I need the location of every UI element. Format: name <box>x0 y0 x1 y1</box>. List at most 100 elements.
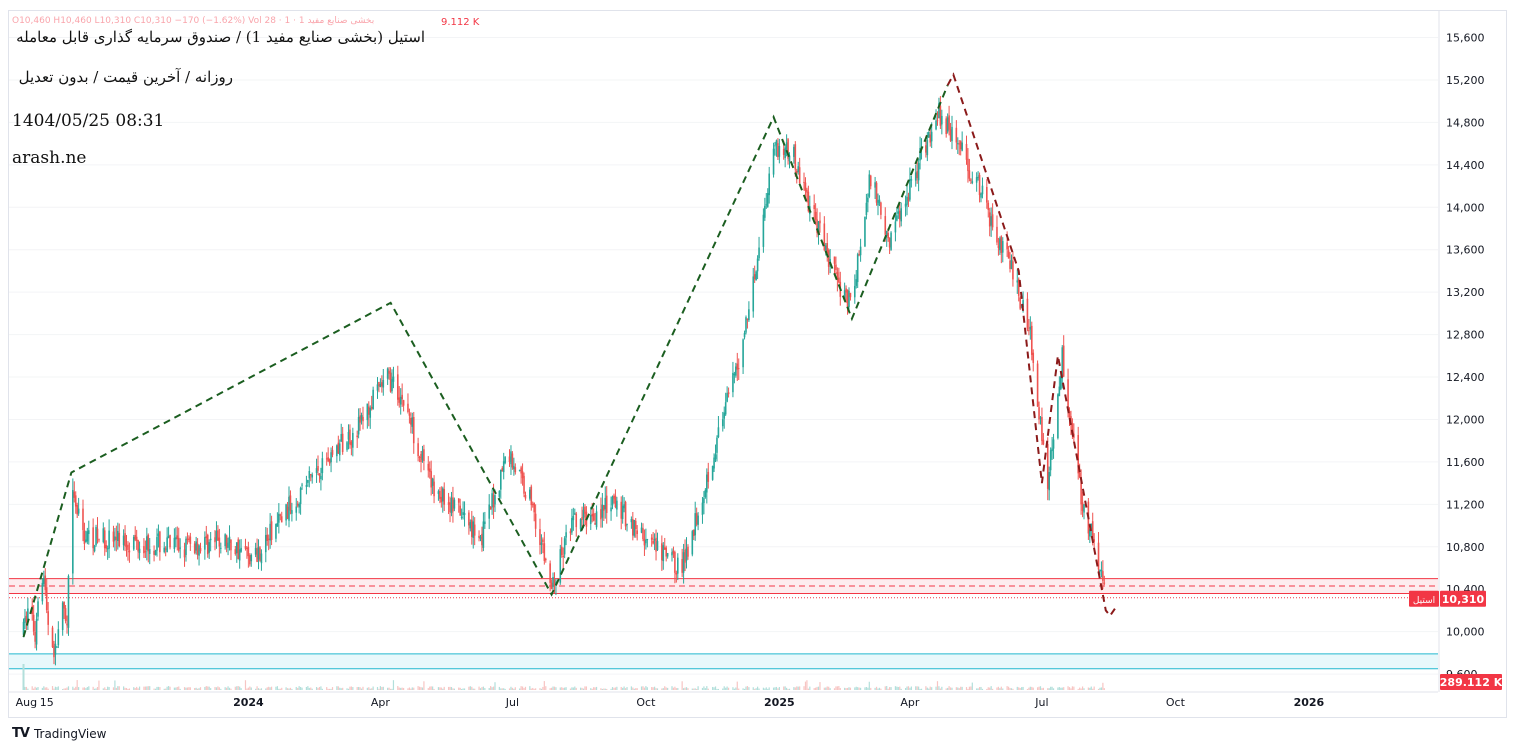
candle-body <box>880 202 882 215</box>
candle-body <box>238 549 241 561</box>
candle-body <box>711 466 714 480</box>
volume-bar <box>846 687 849 690</box>
volume-bar <box>636 688 638 690</box>
candle-body <box>717 427 720 438</box>
x-tick-label: 2026 <box>1294 696 1325 709</box>
candle-body <box>755 271 757 281</box>
candle-body <box>552 576 554 587</box>
candle-body <box>278 513 280 523</box>
y-tick-label: 13,600 <box>1446 244 1485 257</box>
candle-body <box>320 475 322 480</box>
candle-body <box>572 516 575 521</box>
candle-body <box>360 415 363 421</box>
candle-body <box>459 505 461 516</box>
candle-body <box>183 549 186 558</box>
candle-body <box>1060 376 1062 390</box>
candle-body <box>67 575 70 628</box>
volume-bar <box>163 688 165 690</box>
candle-body <box>542 539 544 542</box>
candle-body <box>768 173 770 196</box>
x-tick-label: Oct <box>1166 696 1186 709</box>
volume-bar <box>939 688 941 690</box>
candle-body <box>218 537 221 547</box>
candle-body <box>846 289 849 308</box>
volume-bar <box>349 686 351 690</box>
candle-body <box>1000 236 1003 253</box>
volume-bar <box>545 686 547 690</box>
candle-body <box>449 502 451 513</box>
candle-body <box>397 374 399 400</box>
candle-body <box>1081 502 1084 511</box>
candle-body <box>1068 411 1071 419</box>
volume-bar <box>748 687 750 690</box>
candle-body <box>884 216 887 235</box>
volume-bar <box>1083 688 1085 690</box>
candle-body <box>441 488 444 502</box>
volume-bar <box>667 687 669 690</box>
candle-body <box>703 498 705 504</box>
volume-bar <box>904 688 907 690</box>
candlestick-series <box>22 96 1106 666</box>
candle-body <box>955 127 958 143</box>
candle-body <box>462 512 464 515</box>
volume-bar <box>362 686 364 690</box>
volume-bar <box>661 688 663 690</box>
candle-body <box>382 380 385 388</box>
volume-bar <box>519 688 521 690</box>
candle-body <box>887 232 889 239</box>
price-zones <box>9 37 1438 675</box>
candle-body <box>1026 298 1029 330</box>
volume-bar <box>63 688 65 690</box>
volume-bar <box>307 686 309 690</box>
volume-bar <box>25 686 28 690</box>
volume-bar <box>918 686 920 690</box>
candle-body <box>1090 523 1093 531</box>
volume-bar <box>82 687 84 690</box>
candle-body <box>929 134 932 143</box>
volume-bar <box>46 687 48 690</box>
volume-bar <box>600 688 602 690</box>
candle-body <box>640 527 643 533</box>
x-tick-label: 2024 <box>233 696 264 709</box>
candle-body <box>826 243 829 254</box>
volume-bar <box>595 686 598 690</box>
candle-body <box>652 540 654 544</box>
candle-body <box>482 521 485 548</box>
candle-body <box>935 120 937 130</box>
candle-body <box>357 416 360 435</box>
volume-bar <box>559 687 561 690</box>
volume-bar <box>259 688 261 690</box>
candle-body <box>662 545 665 562</box>
volume-bar <box>874 687 876 690</box>
volume-bar <box>765 687 767 690</box>
candle-body <box>217 530 219 541</box>
volume-bar <box>318 686 321 690</box>
candle-body <box>137 540 139 552</box>
candle-body <box>72 490 74 574</box>
candle-body <box>907 197 910 202</box>
candle-body <box>997 245 1000 248</box>
candle-body <box>877 200 879 206</box>
volume-bar <box>575 687 577 690</box>
volume-bar <box>677 687 679 690</box>
tradingview-brand[interactable]: TV TradingView <box>12 726 106 741</box>
candle-body <box>600 509 602 520</box>
volume-bar <box>337 686 339 690</box>
candle-body <box>1100 570 1103 572</box>
volume-bar <box>859 687 862 690</box>
candle-body <box>579 519 582 530</box>
volume-bar <box>758 688 760 690</box>
volume-bar <box>1048 688 1050 690</box>
candle-body <box>43 577 45 584</box>
volume-bar <box>54 686 57 690</box>
volume-bar <box>931 687 933 690</box>
volume-bar <box>1039 686 1042 690</box>
candle-body <box>469 522 472 529</box>
candle-body <box>327 457 329 462</box>
volume-bar <box>965 687 968 690</box>
candle-body <box>146 536 148 550</box>
candle-body <box>128 550 131 553</box>
volume-bar <box>594 687 596 690</box>
x-tick-label: Aug <box>16 696 37 709</box>
